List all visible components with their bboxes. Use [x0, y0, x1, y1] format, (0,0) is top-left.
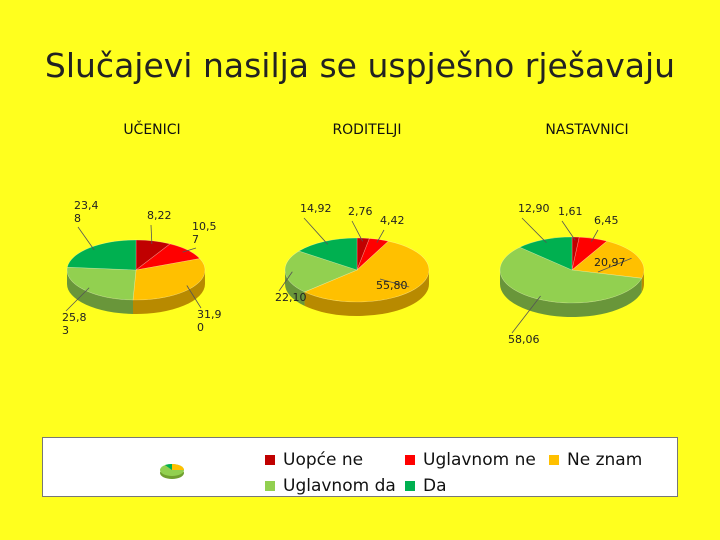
pie-chart-1: 2,76 4,42 55,80 22,10 14,92	[275, 202, 430, 316]
pie-slice-uopće-ne	[135, 239, 171, 271]
data-label-line: 22,10	[275, 291, 307, 304]
data-label-leader	[77, 226, 95, 251]
pie-slice-da	[298, 237, 358, 271]
page-title: Slučajevi nasilja se uspješno rješavaju	[44, 46, 676, 85]
pie-slice-uglavnom-da	[66, 266, 137, 301]
data-label: 31,9 0	[197, 308, 222, 334]
pie-side-uglavnom-da	[67, 270, 134, 314]
pie-slice-uglavnom-da	[499, 246, 643, 304]
data-label: 4,42	[380, 214, 405, 227]
legend-label: Uglavnom ne	[423, 450, 536, 470]
legend-swatch	[265, 455, 275, 465]
data-label-line: 6,45	[594, 214, 619, 227]
data-label: 12,90	[518, 202, 550, 215]
data-label-line: 20,97	[594, 256, 626, 269]
pie-slice-uglavnom-da	[284, 250, 358, 293]
pie-slice-da	[66, 239, 137, 271]
pie-side-ne-znam	[133, 270, 205, 314]
legend-item-da: Da	[405, 476, 447, 496]
pie-slice-ne-znam	[303, 240, 430, 303]
legend-label: Ne znam	[567, 450, 643, 470]
data-label: 23,4 8	[74, 199, 99, 225]
data-label-leader	[65, 287, 90, 312]
data-label-line: 14,92	[300, 202, 332, 215]
legend-swatch	[405, 455, 415, 465]
data-label-leader	[186, 285, 202, 309]
data-label: 20,97	[594, 256, 626, 269]
data-label-line: 8	[74, 212, 81, 225]
data-label-leader	[597, 257, 632, 273]
data-label-leader	[561, 220, 576, 241]
legend-pie-icon	[160, 463, 184, 479]
chart-title-ucenici: UČENICI	[123, 122, 181, 138]
data-label-line: 4,42	[380, 214, 405, 227]
pie-slice-uopće-ne	[356, 237, 370, 271]
data-label-leader	[278, 271, 293, 292]
data-label-leader	[379, 278, 410, 288]
data-label: 22,10	[275, 291, 307, 304]
data-label: 10,5 7	[192, 220, 217, 246]
pie-charts-area: 8,22 10,5 7 31,9 0 25,8 3 23,4 8 2,76 4,42 55,80 22,…	[62, 199, 645, 346]
data-label-line: 31,9	[197, 308, 222, 321]
data-label-leader	[511, 295, 541, 334]
data-label-line: 0	[197, 321, 204, 334]
legend-label: Da	[423, 476, 447, 496]
pie-slice-ne-znam	[132, 258, 206, 301]
data-label-leader	[591, 229, 599, 242]
data-label-line: 23,4	[74, 199, 99, 212]
data-label-line: 10,5	[192, 220, 217, 233]
pie-side-ne-znam	[641, 270, 644, 293]
data-label-line: 7	[192, 233, 199, 246]
legend-item-uglavnom-ne: Uglavnom ne	[405, 450, 536, 470]
data-label: 58,06	[508, 333, 540, 346]
legend-swatch	[265, 481, 275, 491]
legend-swatch	[405, 481, 415, 491]
data-label: 8,22	[147, 209, 172, 222]
data-label-line: 55,80	[376, 279, 408, 292]
pie-side-uglavnom-da	[500, 270, 642, 317]
data-label-leader	[521, 217, 547, 243]
data-label-leader	[303, 217, 329, 245]
chart-title-roditelji: RODITELJI	[332, 122, 402, 138]
pie-chart-0: 8,22 10,5 7 31,9 0 25,8 3 23,4 8	[62, 199, 222, 337]
data-label-line: 1,61	[558, 205, 583, 218]
pie-chart-2: 1,61 6,45 20,97 58,06 12,90	[499, 202, 645, 346]
data-label: 2,76	[348, 205, 373, 218]
data-label-leader	[376, 229, 385, 243]
chart-title-nastavnici: NASTAVNICI	[545, 122, 629, 138]
pie-slice-uopće-ne	[571, 236, 580, 271]
data-label-leader	[182, 247, 197, 253]
legend: Uopće ne Uglavnom ne Ne znam Uglavnom da…	[42, 437, 678, 497]
data-label-line: 2,76	[348, 205, 373, 218]
data-label: 25,8 3	[62, 311, 87, 337]
pie-slice-ne-znam	[571, 240, 645, 279]
legend-label: Uopće ne	[283, 450, 364, 470]
data-label-leader	[351, 220, 363, 242]
pie-side-uglavnom-da	[285, 270, 305, 306]
data-label: 14,92	[300, 202, 332, 215]
legend-swatch	[549, 455, 559, 465]
data-label: 1,61	[558, 205, 583, 218]
legend-item-ne-znam: Ne znam	[549, 450, 642, 470]
data-label-line: 12,90	[518, 202, 550, 215]
legend-item-uopce-ne: Uopće ne	[265, 450, 363, 470]
data-label-line: 58,06	[508, 333, 540, 346]
legend-item-uglavnom-da: Uglavnom da	[265, 476, 396, 496]
legend-label: Uglavnom da	[283, 476, 396, 496]
pie-side-ne-znam	[304, 270, 429, 316]
data-label: 6,45	[594, 214, 619, 227]
data-label-line: 3	[62, 324, 69, 337]
pie-slice-uglavnom-ne	[356, 238, 390, 271]
data-label: 55,80	[376, 279, 408, 292]
data-label-line: 25,8	[62, 311, 87, 324]
data-label-leader	[150, 224, 153, 244]
data-label-line: 8,22	[147, 209, 172, 222]
